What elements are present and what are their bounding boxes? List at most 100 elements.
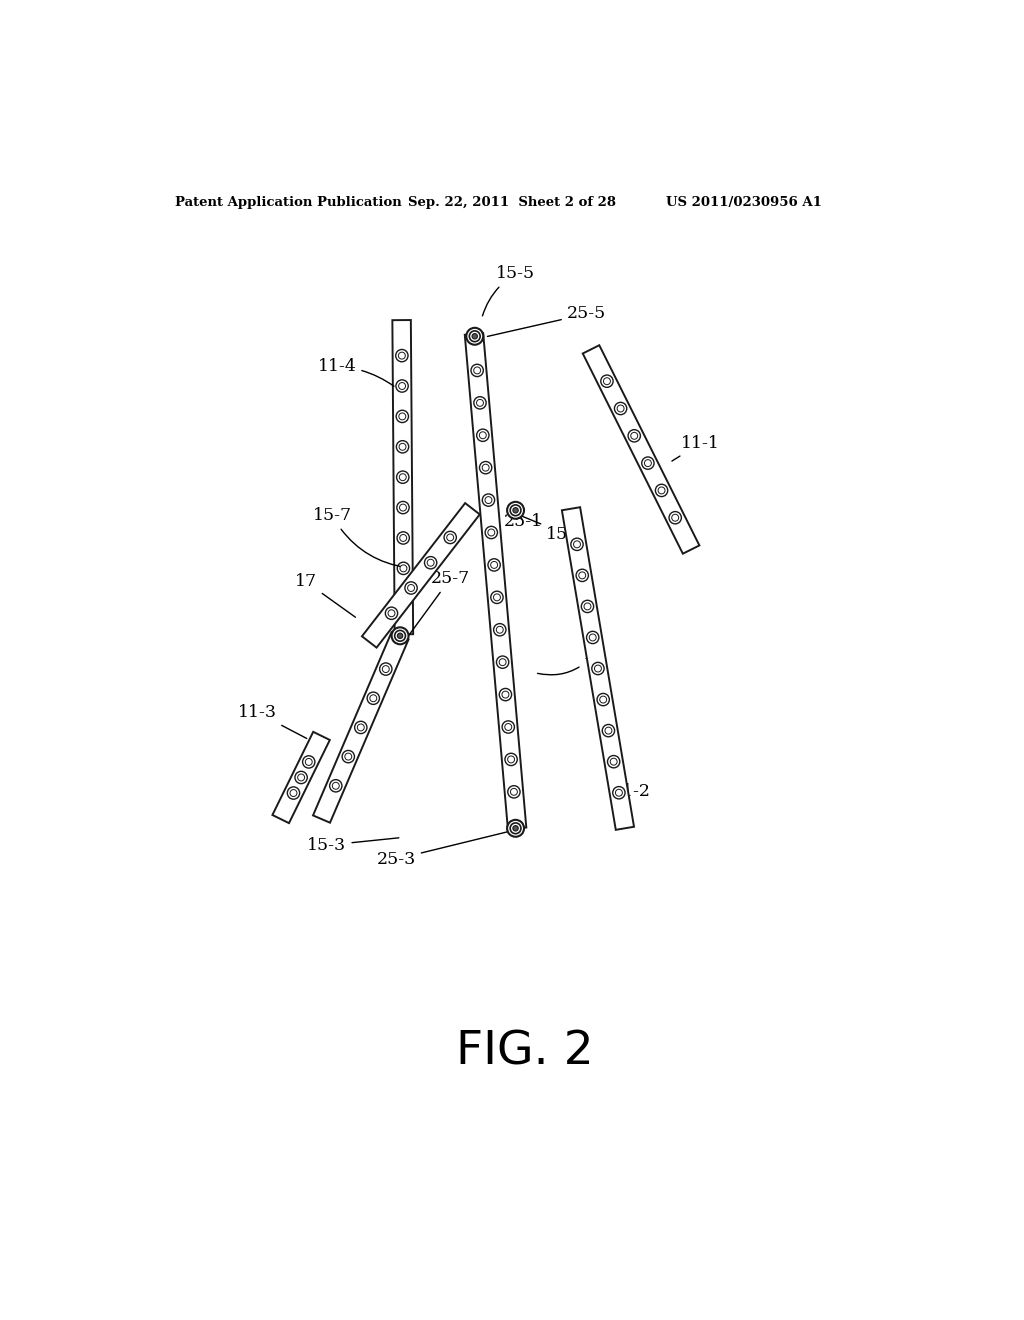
- Circle shape: [368, 692, 380, 705]
- Circle shape: [425, 557, 437, 569]
- Bar: [272, 731, 330, 824]
- Text: 15-3: 15-3: [307, 837, 398, 854]
- Circle shape: [290, 789, 297, 796]
- Text: 15-1: 15-1: [519, 515, 585, 543]
- Text: 11-3: 11-3: [239, 705, 307, 738]
- Circle shape: [408, 585, 415, 591]
- Circle shape: [513, 825, 518, 832]
- Circle shape: [597, 693, 609, 706]
- Circle shape: [595, 665, 601, 672]
- Circle shape: [610, 758, 617, 766]
- Circle shape: [295, 771, 307, 784]
- Circle shape: [499, 659, 506, 665]
- Circle shape: [644, 459, 651, 466]
- Circle shape: [395, 350, 408, 362]
- Circle shape: [510, 788, 517, 796]
- Text: 13: 13: [538, 645, 605, 675]
- Circle shape: [513, 508, 518, 513]
- Circle shape: [497, 656, 509, 668]
- Circle shape: [298, 774, 304, 781]
- Circle shape: [655, 484, 668, 496]
- Circle shape: [398, 383, 406, 389]
- Text: 15-5: 15-5: [482, 265, 536, 315]
- Circle shape: [592, 663, 604, 675]
- Circle shape: [305, 759, 312, 766]
- Text: 25-3: 25-3: [377, 830, 513, 867]
- Circle shape: [672, 515, 679, 521]
- Text: 25-5: 25-5: [487, 305, 606, 337]
- Circle shape: [446, 535, 454, 541]
- Bar: [583, 346, 699, 553]
- Circle shape: [399, 444, 406, 450]
- Circle shape: [502, 692, 509, 698]
- Circle shape: [577, 569, 589, 582]
- Circle shape: [631, 433, 638, 440]
- Circle shape: [494, 623, 506, 636]
- Circle shape: [485, 496, 492, 503]
- Circle shape: [354, 721, 367, 734]
- Circle shape: [397, 502, 410, 513]
- Circle shape: [396, 441, 409, 453]
- Circle shape: [570, 539, 583, 550]
- Circle shape: [507, 820, 524, 837]
- Circle shape: [510, 504, 521, 516]
- Circle shape: [479, 462, 492, 474]
- Circle shape: [494, 594, 501, 601]
- Circle shape: [607, 755, 620, 768]
- Circle shape: [471, 364, 483, 376]
- Circle shape: [510, 822, 521, 834]
- Circle shape: [587, 631, 599, 644]
- Circle shape: [476, 429, 489, 441]
- Text: US 2011/0230956 A1: US 2011/0230956 A1: [666, 197, 821, 209]
- Circle shape: [628, 429, 640, 442]
- Circle shape: [482, 465, 489, 471]
- Text: 17: 17: [295, 573, 355, 618]
- Text: 15-7: 15-7: [312, 507, 407, 568]
- Circle shape: [584, 603, 591, 610]
- Bar: [313, 632, 409, 822]
- Circle shape: [482, 494, 495, 507]
- Circle shape: [330, 780, 342, 792]
- Circle shape: [601, 375, 613, 387]
- Circle shape: [505, 754, 517, 766]
- Circle shape: [397, 532, 410, 544]
- Circle shape: [388, 610, 395, 616]
- Circle shape: [400, 595, 408, 602]
- Circle shape: [397, 562, 410, 574]
- Circle shape: [398, 413, 406, 420]
- Circle shape: [582, 601, 594, 612]
- Text: 11-1: 11-1: [672, 434, 720, 461]
- Text: 11-4: 11-4: [317, 358, 394, 387]
- Circle shape: [488, 558, 501, 572]
- Circle shape: [617, 405, 624, 412]
- Circle shape: [600, 696, 606, 704]
- Circle shape: [579, 572, 586, 579]
- Circle shape: [370, 694, 377, 702]
- Circle shape: [399, 504, 407, 511]
- Circle shape: [472, 334, 477, 339]
- Circle shape: [396, 411, 409, 422]
- Bar: [465, 333, 526, 829]
- Circle shape: [474, 367, 480, 374]
- Circle shape: [507, 502, 524, 519]
- Circle shape: [614, 403, 627, 414]
- Circle shape: [497, 626, 503, 634]
- Circle shape: [398, 352, 406, 359]
- Circle shape: [642, 457, 654, 470]
- Circle shape: [485, 527, 498, 539]
- Circle shape: [345, 754, 352, 760]
- Circle shape: [602, 725, 614, 737]
- Circle shape: [669, 512, 681, 524]
- Circle shape: [487, 529, 495, 536]
- Circle shape: [508, 756, 514, 763]
- Circle shape: [396, 471, 409, 483]
- Circle shape: [396, 380, 409, 392]
- Circle shape: [474, 397, 486, 409]
- Circle shape: [476, 400, 483, 407]
- Circle shape: [500, 689, 512, 701]
- Circle shape: [615, 789, 623, 796]
- Circle shape: [573, 541, 581, 548]
- Circle shape: [333, 783, 339, 789]
- Circle shape: [508, 785, 520, 799]
- Text: Sep. 22, 2011  Sheet 2 of 28: Sep. 22, 2011 Sheet 2 of 28: [408, 197, 615, 209]
